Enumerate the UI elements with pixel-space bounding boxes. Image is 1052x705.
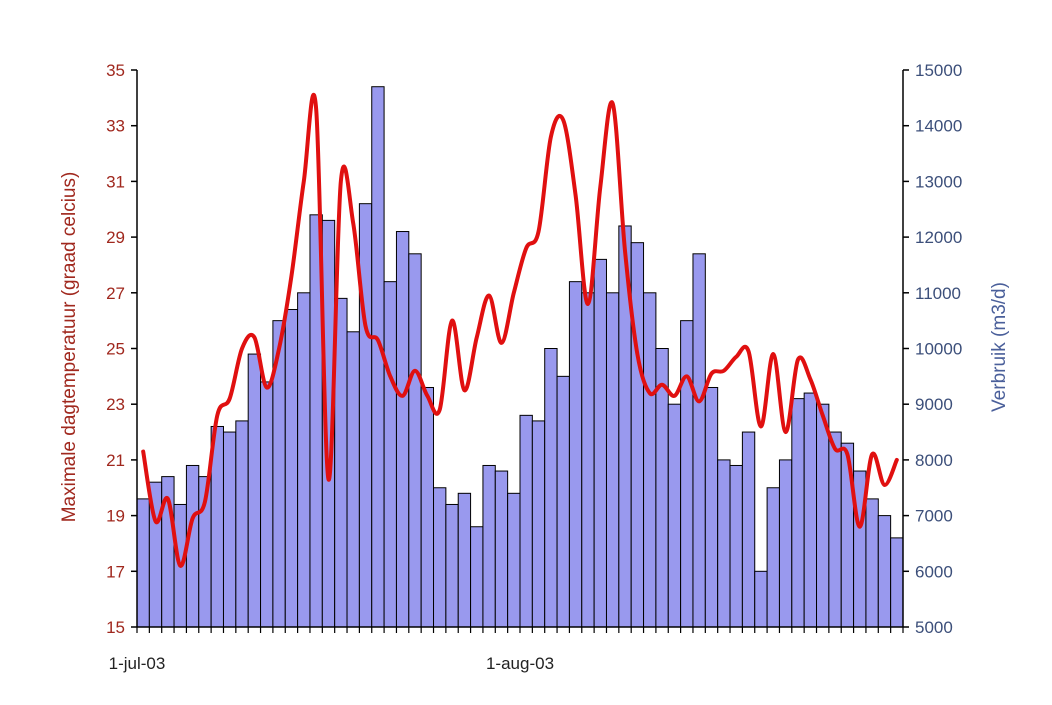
bar bbox=[803, 392, 818, 628]
y-right-tick-label: 5000 bbox=[915, 618, 953, 637]
bar bbox=[531, 420, 546, 628]
bar bbox=[358, 203, 373, 628]
bar bbox=[630, 242, 645, 628]
y-right-tick-label: 11000 bbox=[915, 284, 961, 303]
y-right-tick-label: 6000 bbox=[915, 562, 953, 581]
bar bbox=[383, 281, 397, 628]
bar bbox=[816, 403, 830, 628]
bar bbox=[247, 353, 262, 628]
bar bbox=[457, 492, 472, 628]
bar bbox=[260, 381, 274, 628]
bar bbox=[408, 253, 422, 628]
bar bbox=[568, 281, 583, 628]
bar bbox=[507, 492, 521, 628]
bar bbox=[828, 431, 842, 628]
bar bbox=[482, 464, 496, 628]
x-tick-label: 1-jul-03 bbox=[109, 654, 166, 673]
temperature-line bbox=[141, 92, 899, 568]
bar bbox=[729, 464, 743, 628]
bar bbox=[791, 398, 805, 628]
bar bbox=[766, 487, 780, 628]
bar bbox=[395, 231, 410, 628]
bar bbox=[593, 258, 607, 628]
bar bbox=[667, 403, 682, 628]
bar bbox=[544, 348, 558, 628]
y-left-tick-label: 35 bbox=[106, 61, 125, 80]
bar bbox=[222, 431, 237, 628]
bar bbox=[297, 292, 311, 628]
bar bbox=[235, 420, 249, 628]
bar bbox=[556, 375, 570, 628]
bar bbox=[346, 331, 360, 628]
bar bbox=[704, 386, 719, 628]
y-left-tick-label: 15 bbox=[106, 618, 125, 637]
x-tick-label: 1-aug-03 bbox=[486, 654, 554, 673]
bar bbox=[519, 414, 533, 628]
chart-axes bbox=[131, 69, 909, 633]
y-left-tick-label: 27 bbox=[106, 284, 125, 303]
y-left-tick-label: 29 bbox=[106, 228, 125, 247]
y-axis-left-label: Maximale dagtemperatuur (graad celcius) bbox=[59, 172, 80, 523]
y-right-tick-label: 12000 bbox=[915, 228, 962, 247]
bar bbox=[136, 498, 150, 628]
y-right-tick-label: 9000 bbox=[915, 395, 953, 414]
tick-labels: 15 17 19 21 23 25 27 29 31 33 35 5000 6000 7000 8000 90… bbox=[106, 61, 962, 673]
y-left-tick-label: 25 bbox=[106, 340, 125, 359]
line-series-temperature bbox=[141, 92, 899, 568]
bar bbox=[605, 292, 620, 628]
y-left-tick-label: 33 bbox=[106, 117, 125, 136]
bar-series-verbruik bbox=[136, 86, 904, 628]
y-left-tick-label: 17 bbox=[106, 562, 125, 581]
y-left-tick-label: 31 bbox=[106, 172, 125, 191]
bar bbox=[494, 470, 509, 628]
bar bbox=[754, 570, 768, 628]
y-right-tick-label: 8000 bbox=[915, 451, 953, 470]
bar bbox=[445, 503, 459, 628]
bar bbox=[778, 459, 793, 628]
bar bbox=[890, 537, 904, 628]
y-right-tick-label: 14000 bbox=[915, 117, 962, 136]
y-right-tick-label: 15000 bbox=[915, 61, 962, 80]
bar bbox=[433, 487, 447, 628]
bar bbox=[865, 498, 879, 628]
bar bbox=[581, 292, 595, 628]
y-right-tick-label: 13000 bbox=[915, 172, 962, 191]
bar bbox=[470, 526, 484, 628]
bar bbox=[692, 253, 706, 628]
y-axis-right-label: Verbruik (m3/d) bbox=[989, 282, 1010, 412]
y-right-tick-label: 7000 bbox=[915, 507, 953, 526]
y-right-tick-label: 10000 bbox=[915, 340, 962, 359]
bar bbox=[877, 515, 892, 628]
y-left-tick-label: 21 bbox=[106, 451, 125, 470]
bar bbox=[680, 320, 694, 628]
bar bbox=[717, 459, 731, 628]
bar bbox=[643, 292, 657, 628]
bar bbox=[420, 386, 435, 628]
y-left-tick-label: 23 bbox=[106, 395, 125, 414]
y-left-tick-label: 19 bbox=[106, 507, 125, 526]
bar bbox=[741, 431, 756, 628]
bar bbox=[284, 309, 299, 628]
